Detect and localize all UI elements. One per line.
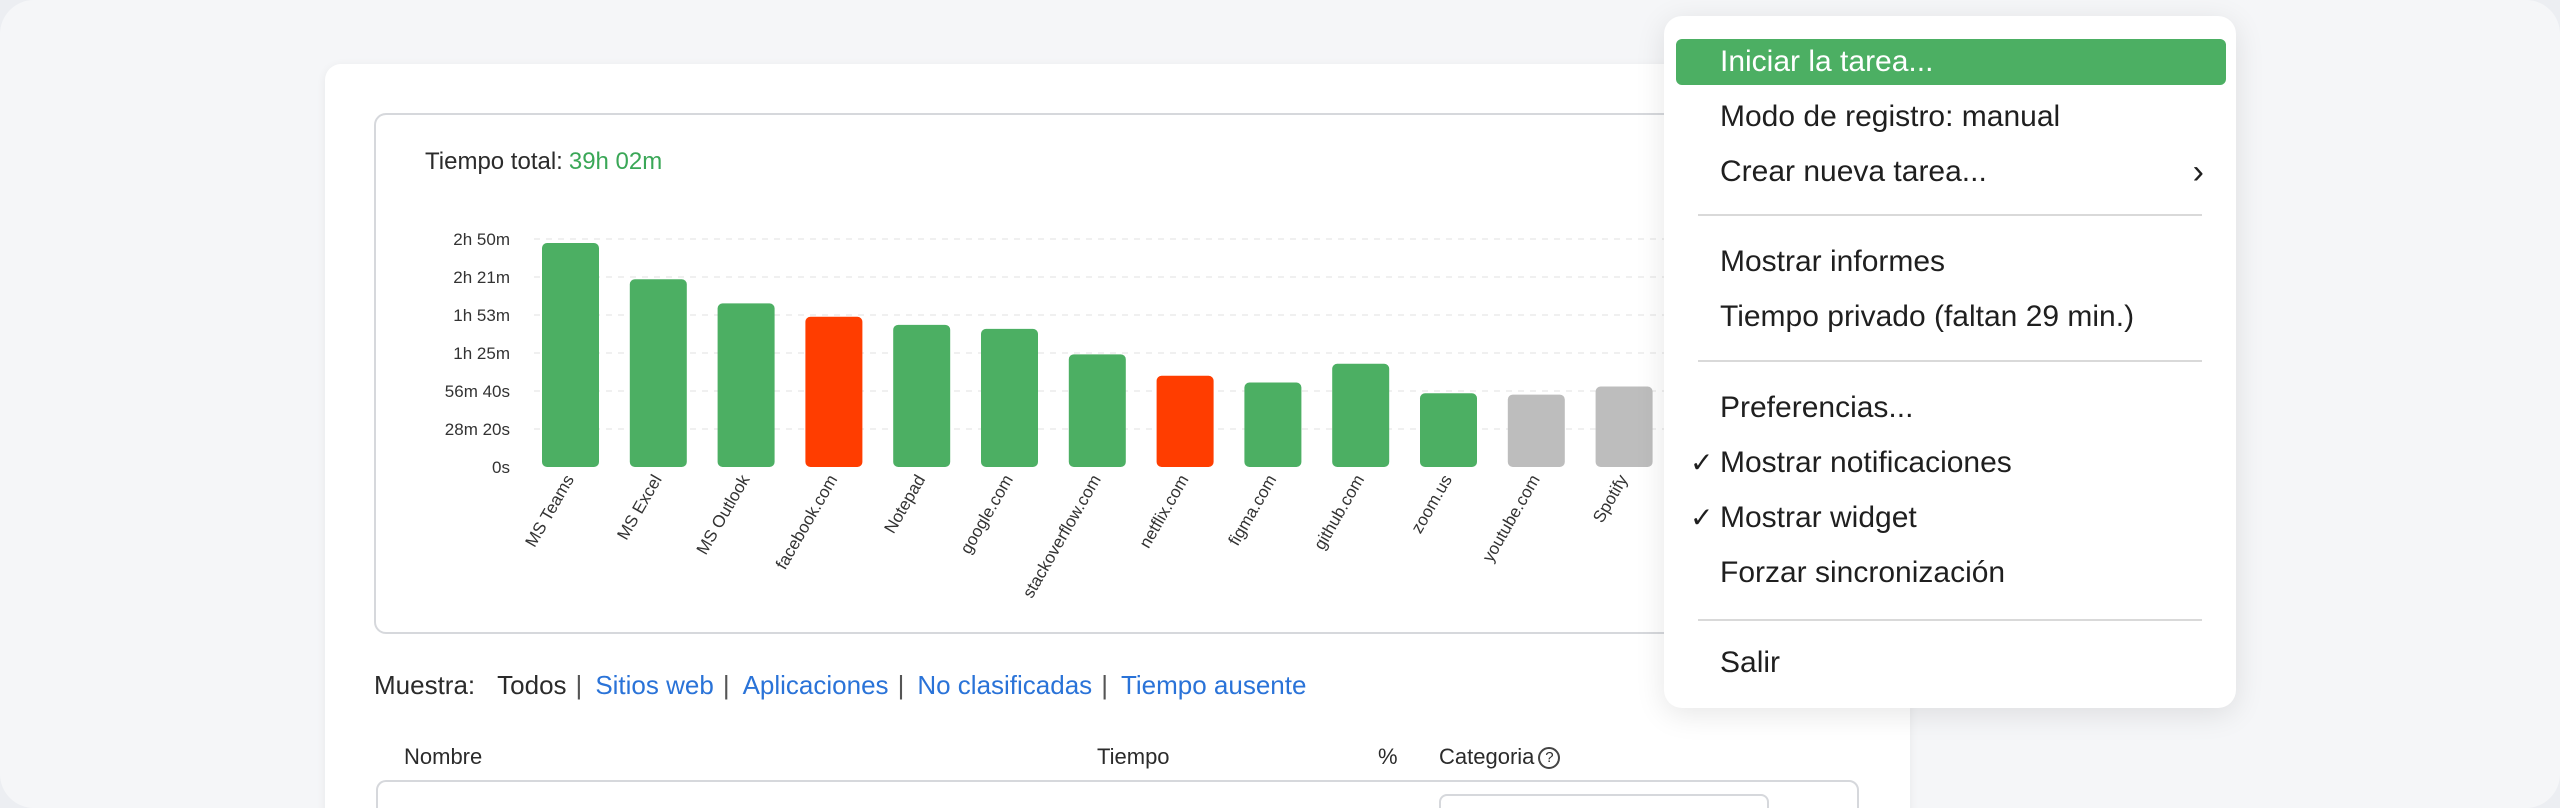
filter-unclassified[interactable]: No clasificadas bbox=[917, 670, 1093, 700]
menu-separator bbox=[1698, 619, 2202, 621]
x-tick-label: Spotify bbox=[1589, 471, 1632, 526]
total-time-label: Tiempo total: bbox=[425, 148, 563, 175]
menu-item-label: Tiempo privado (faltan 29 min.) bbox=[1720, 300, 2135, 333]
filter-applications[interactable]: Aplicaciones bbox=[742, 670, 889, 700]
menu-item-label: Mostrar informes bbox=[1720, 245, 1946, 278]
menu-item-label: Forzar sincronización bbox=[1720, 556, 2006, 589]
bar-notepad bbox=[893, 324, 951, 467]
menu-item-label: Iniciar la tarea... bbox=[1720, 45, 1934, 78]
menu-item-label: Crear nueva tarea... bbox=[1720, 155, 1987, 188]
menu-item-label: Preferencias... bbox=[1720, 391, 1914, 424]
checkmark-icon: ✓ bbox=[1690, 447, 1714, 478]
x-tick-label: figma.com bbox=[1225, 472, 1281, 549]
x-tick-label: google.com bbox=[957, 472, 1017, 558]
x-tick-label: stackoverflow.com bbox=[1019, 472, 1105, 602]
bar-google-com bbox=[981, 328, 1038, 467]
help-icon[interactable]: ? bbox=[1538, 747, 1561, 769]
filter-away-time[interactable]: Tiempo ausente bbox=[1120, 670, 1307, 700]
menu-item-show-widget[interactable]: ✓ Mostrar widget bbox=[1676, 495, 2226, 541]
filter-bar: Muestra: Todos | Sitios web | Aplicaciones… bbox=[374, 670, 1306, 701]
menu-item-show-reports[interactable]: Mostrar informes bbox=[1676, 239, 2226, 285]
menu-item-label: Mostrar notificaciones bbox=[1720, 446, 2012, 479]
bar-youtube-com bbox=[1507, 394, 1565, 467]
bar-netflix-com bbox=[1156, 375, 1214, 467]
y-tick-label: 0s bbox=[492, 458, 510, 477]
category-select[interactable] bbox=[1439, 794, 1769, 808]
menu-item-label: Mostrar widget bbox=[1720, 501, 1917, 534]
menu-separator bbox=[1698, 360, 2202, 362]
menu-separator bbox=[1698, 214, 2202, 216]
total-time-value: 39h 02m bbox=[568, 148, 663, 175]
menu-item-label: Salir bbox=[1720, 646, 1781, 679]
x-tick-label: facebook.com bbox=[772, 472, 841, 573]
column-header-name[interactable]: Nombre bbox=[404, 744, 483, 769]
filter-all[interactable]: Todos bbox=[497, 670, 567, 700]
filter-separator: | bbox=[722, 670, 730, 700]
x-tick-label: Notepad bbox=[881, 472, 930, 537]
menu-item-label: Modo de registro: manual bbox=[1720, 100, 2061, 133]
filter-websites[interactable]: Sitios web bbox=[595, 670, 714, 700]
filter-separator: | bbox=[897, 670, 905, 700]
x-tick-label: MS Excel bbox=[613, 472, 665, 544]
column-header-category-label: Categoria bbox=[1439, 744, 1535, 769]
chart-card bbox=[374, 113, 1884, 634]
y-tick-label: 56m 40s bbox=[445, 382, 510, 401]
menu-item-private-time[interactable]: Tiempo privado (faltan 29 min.) bbox=[1676, 294, 2226, 340]
bar-ms-excel bbox=[629, 279, 687, 467]
tray-context-menu: Iniciar la tarea... Modo de registro: ma… bbox=[1664, 16, 2236, 708]
usage-bar-chart: 0s 28m 20s 56m 40s 1h 25m 1h 53m 2h 21m 2h 50m… bbox=[445, 230, 1674, 602]
filter-label: Muestra: bbox=[374, 670, 476, 700]
bar-ms-outlook bbox=[717, 303, 775, 467]
bar-github-com bbox=[1332, 363, 1390, 467]
chevron-right-icon: › bbox=[2192, 153, 2204, 191]
bar-spotify bbox=[1595, 386, 1653, 467]
bar-figma-com bbox=[1244, 382, 1302, 467]
menu-item-start-task[interactable]: Iniciar la tarea... bbox=[1676, 39, 2226, 85]
menu-item-show-notifications[interactable]: ✓ Mostrar notificaciones bbox=[1676, 440, 2226, 486]
y-tick-label: 28m 20s bbox=[445, 420, 510, 439]
menu-item-tracking-mode[interactable]: Modo de registro: manual bbox=[1676, 94, 2226, 140]
y-tick-label: 2h 21m bbox=[453, 268, 510, 287]
y-tick-label: 2h 50m bbox=[453, 230, 510, 249]
x-tick-label: MS Teams bbox=[522, 472, 578, 551]
x-tick-label: github.com bbox=[1310, 471, 1368, 553]
column-header-time[interactable]: Tiempo bbox=[1097, 744, 1170, 769]
filter-separator: | bbox=[1101, 670, 1108, 700]
x-tick-label: MS Outlook bbox=[693, 471, 754, 558]
checkmark-icon: ✓ bbox=[1690, 502, 1714, 533]
menu-item-create-task[interactable]: Crear nueva tarea... › bbox=[1676, 149, 2226, 195]
bar-zoom-us bbox=[1420, 393, 1477, 467]
filter-separator: | bbox=[575, 670, 583, 700]
y-tick-label: 1h 53m bbox=[453, 306, 510, 325]
menu-item-preferences[interactable]: Preferencias... bbox=[1676, 385, 2226, 431]
x-tick-label: youtube.com bbox=[1479, 472, 1544, 566]
y-tick-label: 1h 25m bbox=[453, 344, 510, 363]
x-tick-label: netflix.com bbox=[1135, 472, 1192, 552]
column-header-percent[interactable]: % bbox=[1378, 744, 1398, 769]
total-time: Tiempo total: 39h 02m bbox=[425, 148, 662, 176]
bar-ms-teams bbox=[542, 243, 599, 467]
menu-item-force-sync[interactable]: Forzar sincronización bbox=[1676, 550, 2226, 596]
bar-facebook-com bbox=[805, 316, 863, 467]
menu-item-quit[interactable]: Salir bbox=[1676, 640, 2226, 686]
x-tick-label: zoom.us bbox=[1407, 472, 1456, 537]
bar-stackoverflow-com bbox=[1068, 354, 1126, 467]
column-header-category[interactable]: Categoria? bbox=[1439, 744, 1561, 770]
